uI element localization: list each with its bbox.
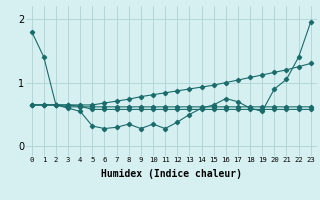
X-axis label: Humidex (Indice chaleur): Humidex (Indice chaleur) [101,169,242,179]
